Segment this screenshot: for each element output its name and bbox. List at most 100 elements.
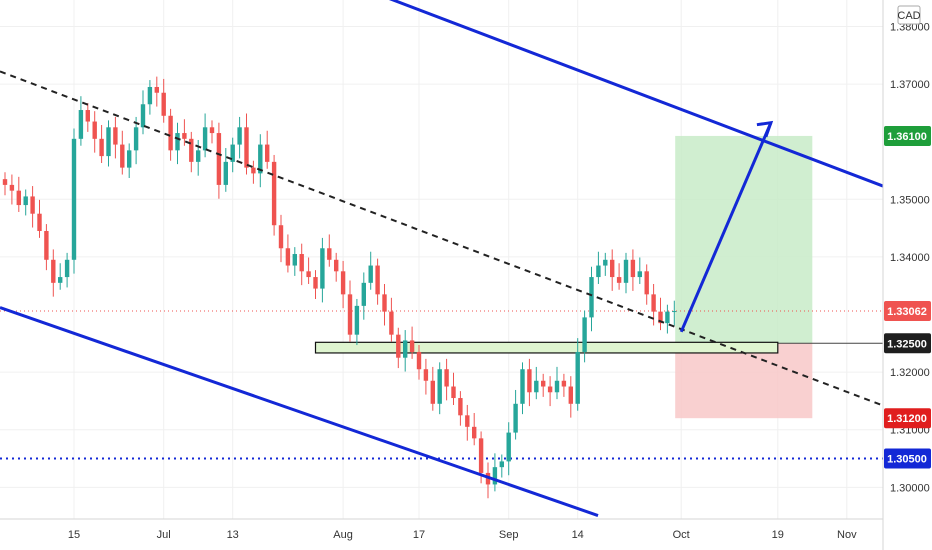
candle-body	[78, 110, 84, 139]
candle-body	[106, 127, 111, 157]
candle-body	[306, 271, 311, 278]
candle-body	[561, 380, 567, 387]
candle-body	[665, 311, 670, 324]
candle-body	[37, 213, 42, 231]
candle-body	[85, 110, 90, 122]
current-price-badge: 1.33062	[887, 306, 927, 318]
support-badge: 1.30500	[887, 454, 927, 466]
candle-body	[506, 432, 511, 462]
candle-body	[465, 415, 470, 427]
y-tick-label: 1.38000	[890, 21, 930, 33]
candle-body	[534, 380, 539, 393]
candle-body	[651, 294, 656, 312]
candle-body	[347, 294, 353, 335]
candle-body	[230, 144, 235, 162]
candle-body	[437, 369, 442, 404]
candle-body	[182, 133, 187, 139]
candle-body	[672, 311, 677, 313]
candle-body	[430, 380, 435, 404]
candle-body	[541, 380, 546, 387]
candle-body	[520, 369, 525, 404]
stop-loss-zone	[675, 343, 813, 419]
x-tick-label: Jul	[157, 529, 171, 541]
candle-body	[16, 190, 21, 206]
candle-body	[58, 277, 63, 283]
candle-body	[244, 127, 249, 168]
dashed-trend-line	[0, 70, 884, 407]
y-tick-label: 1.37000	[890, 79, 930, 91]
candle-body	[616, 277, 622, 283]
price-badges: 1.36100 1.33062 1.32500 1.31200 1.30500	[884, 125, 931, 469]
stop-loss-badge: 1.31200	[887, 413, 927, 425]
y-tick-label: 1.30000	[890, 482, 930, 494]
candle-body	[9, 184, 15, 191]
candle-body	[644, 271, 649, 295]
x-tick-label: 14	[572, 529, 584, 541]
entry-badge-bg	[884, 333, 931, 354]
candle-body	[334, 259, 339, 272]
candle-body	[196, 150, 201, 162]
candle-body	[547, 386, 553, 393]
candle-body	[30, 196, 35, 214]
candle-body	[161, 92, 166, 116]
candle-body	[71, 138, 77, 260]
take-profit-badge-bg	[884, 125, 931, 146]
candle-body	[147, 86, 153, 105]
y-tick-label: 1.32000	[890, 367, 930, 379]
candle-body	[527, 369, 532, 393]
candle-body	[51, 259, 56, 283]
take-profit-badge: 1.36100	[887, 131, 927, 143]
candle-body	[596, 265, 601, 278]
candle-body	[423, 369, 429, 381]
candle-body	[23, 196, 28, 206]
x-tick-label: 13	[227, 529, 239, 541]
candle-body	[658, 311, 663, 324]
candle-body	[499, 461, 504, 468]
candle-body	[478, 438, 484, 473]
candle-body	[265, 144, 270, 162]
x-tick-label: 17	[413, 529, 425, 541]
candle-body	[340, 271, 346, 295]
x-tick-label: Nov	[837, 529, 857, 541]
x-tick-label: Aug	[333, 529, 353, 541]
candle-body	[278, 225, 284, 249]
candle-body	[133, 127, 139, 151]
candle-body	[271, 161, 277, 226]
take-profit-zone	[675, 135, 813, 344]
candle-body	[285, 248, 291, 266]
candle-body	[292, 254, 297, 266]
candle-body	[472, 426, 477, 439]
candle-body	[127, 150, 132, 168]
candle-body	[99, 138, 104, 157]
candle-body	[223, 161, 228, 185]
candle-body	[409, 340, 415, 352]
candle-body	[189, 138, 194, 162]
candle-body	[375, 265, 380, 295]
candle-body	[389, 311, 394, 335]
y-tick-label: 1.34000	[890, 252, 930, 264]
candle-body	[623, 259, 629, 283]
candle-body	[120, 144, 125, 168]
position-zones	[314, 135, 883, 419]
candle-body	[92, 121, 97, 139]
candle-body	[64, 259, 70, 278]
candle-body	[568, 386, 573, 404]
y-axis: 1.380001.370001.350001.340001.320001.310…	[890, 21, 930, 494]
candle-body	[416, 351, 422, 370]
y-tick-label: 1.35000	[890, 194, 930, 206]
candle-body	[216, 133, 222, 185]
candle-body	[299, 254, 304, 272]
support-badge-bg	[884, 448, 931, 469]
currency-label: CAD	[897, 5, 921, 25]
candle-body	[168, 115, 173, 151]
candle-body	[44, 230, 49, 260]
candle-body	[637, 271, 642, 278]
support-box	[314, 341, 779, 354]
candle-body	[610, 259, 615, 278]
candle-body	[237, 127, 242, 145]
candle-body	[368, 265, 373, 283]
x-tick-label: Sep	[499, 529, 519, 541]
projection-arrow-head	[756, 120, 774, 138]
x-axis: 15 Jul 13 Aug 17 Sep 14 Oct 19 Nov	[68, 529, 857, 541]
